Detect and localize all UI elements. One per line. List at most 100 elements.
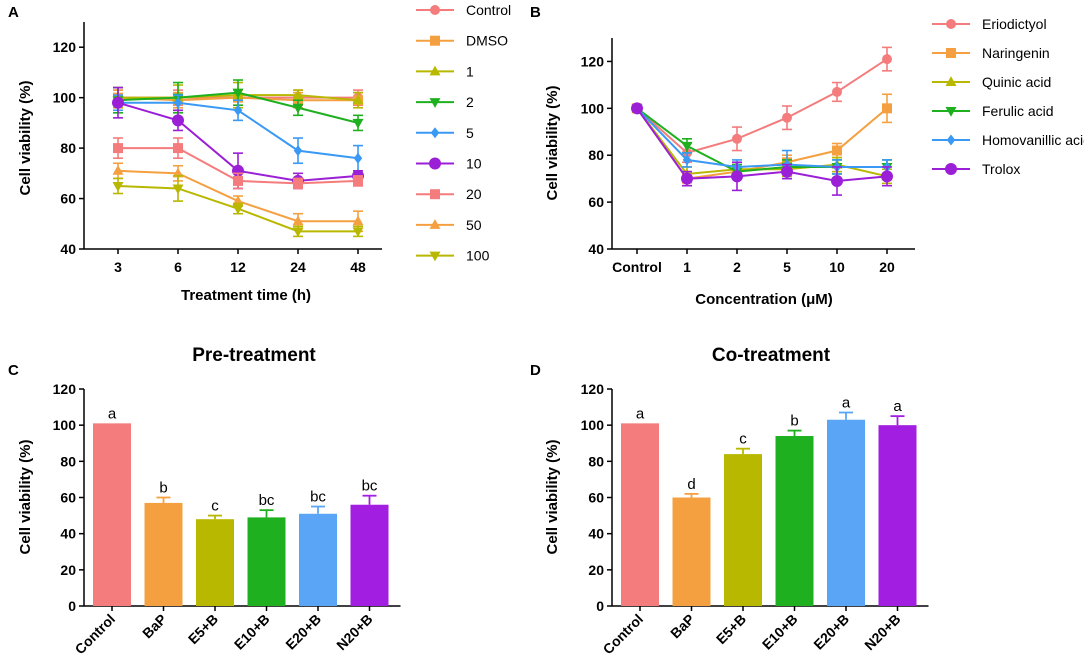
bar	[350, 504, 389, 606]
y-tick-label: 120	[53, 381, 77, 397]
y-tick-label: 100	[53, 90, 77, 106]
data-point	[293, 178, 303, 189]
data-point	[232, 88, 244, 99]
legend-marker	[946, 48, 956, 58]
legend-label: Naringenin	[982, 45, 1050, 61]
data-point	[731, 170, 743, 183]
data-point	[292, 227, 304, 238]
panel-label-d: D	[530, 362, 541, 379]
bar-group-e20-b: bc	[299, 489, 337, 606]
legend-label: DMSO	[466, 33, 508, 49]
y-tick-label: 120	[53, 39, 77, 55]
bar	[775, 436, 814, 606]
bar	[299, 513, 337, 606]
data-point	[882, 103, 892, 114]
x-tick-label: E20+B	[282, 611, 324, 653]
significance-label: a	[893, 398, 902, 415]
bar-group-e10-b: bc	[247, 492, 286, 606]
significance-label: b	[159, 480, 167, 497]
y-tick-label: 60	[60, 191, 76, 207]
x-tick-label: 6	[174, 259, 182, 275]
x-tick-label: 1	[683, 259, 691, 275]
panel-b-xlabel-text: Concentration (μM)	[695, 291, 833, 308]
panel-d-chart: Co-treatment 0 20 40 60 80 100 120 a Control d BaP…	[544, 345, 929, 657]
x-tick-label: E5+B	[185, 611, 221, 647]
data-point	[173, 97, 183, 109]
data-point	[292, 215, 304, 226]
bar	[672, 497, 711, 606]
panel-d-marks: 0 20 40 60 80 100 120 a Control d BaP c E5+B b E10+B a E…	[581, 381, 929, 657]
panel-a-ylabel: Cell viability (%)	[17, 80, 34, 195]
data-point	[173, 143, 183, 154]
panel-c-ylabel: Cell viability (%)	[17, 439, 34, 554]
y-tick-label: 100	[581, 100, 605, 116]
bar	[827, 419, 865, 606]
y-tick-label: 80	[60, 453, 76, 469]
data-point	[352, 215, 364, 226]
bar	[878, 425, 917, 606]
bar	[93, 423, 131, 606]
significance-label: b	[790, 413, 798, 430]
significance-label: a	[842, 395, 851, 412]
legend-label: Trolox	[982, 161, 1020, 177]
bar-group-e20-b: a	[827, 395, 865, 606]
panel-a-legend: Control DMSO 1 2 5 10 20 50 100	[416, 2, 511, 264]
x-tick-label: E5+B	[713, 611, 749, 647]
legend-marker	[429, 157, 441, 170]
data-point	[832, 145, 842, 156]
y-tick-label: 60	[588, 194, 604, 210]
y-tick-label: 100	[53, 417, 77, 433]
data-point	[113, 143, 123, 154]
data-point	[112, 181, 124, 192]
data-point	[112, 96, 124, 109]
significance-label: c	[211, 498, 219, 515]
legend-label: 20	[466, 186, 482, 202]
data-point	[172, 184, 184, 195]
series-naringenin	[632, 93, 892, 187]
legend-marker	[430, 35, 440, 46]
panel-d-title: Co-treatment	[712, 345, 831, 366]
legend-label: 50	[466, 217, 482, 233]
legend-label: 1	[466, 63, 474, 79]
significance-label: bc	[310, 489, 326, 506]
legend-marker	[430, 189, 440, 200]
data-point	[353, 152, 363, 164]
y-tick-label: 0	[596, 598, 604, 614]
data-point	[172, 114, 184, 127]
bar-group-e5-b: c	[196, 498, 234, 606]
x-tick-label: N20+B	[861, 611, 903, 653]
significance-label: a	[636, 405, 645, 422]
legend-marker	[945, 76, 957, 86]
legend-marker	[429, 251, 441, 262]
legend-marker	[429, 98, 441, 108]
data-point	[782, 112, 792, 123]
legend-label: 5	[466, 125, 474, 141]
data-point	[882, 54, 892, 65]
panel-label-b: B	[530, 4, 541, 21]
data-point	[233, 104, 243, 116]
x-tick-label: 24	[290, 259, 306, 275]
x-tick-label: E10+B	[231, 611, 273, 653]
data-point	[732, 133, 742, 144]
data-point	[881, 170, 893, 183]
data-point	[292, 89, 304, 100]
series-100	[112, 175, 364, 238]
panel-label-a: A	[8, 4, 19, 21]
y-tick-label: 40	[60, 241, 76, 257]
bar	[196, 519, 234, 606]
data-point	[352, 118, 364, 129]
panel-b-ylabel: Cell viability (%)	[544, 85, 561, 200]
series-line	[636, 58, 888, 154]
significance-label: c	[739, 431, 747, 448]
x-tick-label: 3	[114, 259, 122, 275]
x-tick-label: Control	[600, 611, 647, 658]
panel-b-legend: Eriodictyol Naringenin Quinic acid Ferulic …	[932, 16, 1084, 177]
series-20	[113, 137, 363, 190]
data-point	[681, 172, 693, 185]
legend-label: 100	[466, 248, 490, 264]
data-point	[232, 195, 244, 206]
y-tick-label: 80	[60, 140, 76, 156]
data-point	[832, 86, 842, 97]
legend-marker	[945, 163, 957, 175]
